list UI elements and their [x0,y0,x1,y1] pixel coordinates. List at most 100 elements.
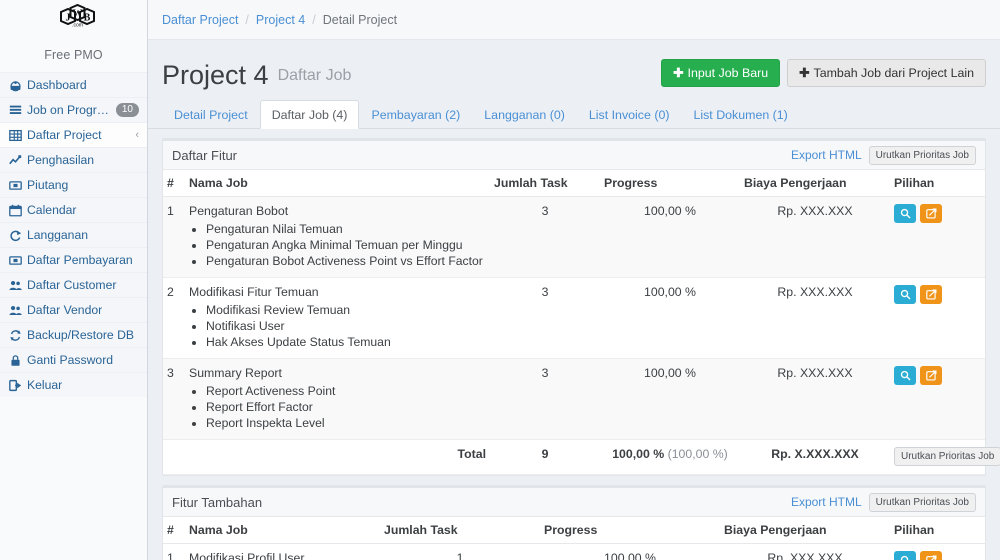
subtask-list: Modifikasi Review TemuanNotifikasi UserH… [189,302,486,350]
view-icon[interactable] [894,366,916,385]
row-job-cell: Modifikasi Fitur Temuan Modifikasi Review… [185,277,490,359]
subtask-item: Notifikasi User [206,318,486,334]
column-header-2: Jumlah Task [380,517,540,544]
sidebar-item-label: Daftar Vendor [27,303,103,317]
breadcrumb-item-2: Detail Project [322,12,398,27]
column-header-1: Nama Job [185,517,380,544]
row-job-name: Summary Report [189,366,282,380]
sidebar-item-label: Daftar Pembayaran [27,253,133,267]
panel-container: Daftar Fitur Export HTML Urutkan Prioritas… [148,138,1000,560]
sidebar-item-keluar[interactable]: Keluar [0,372,147,397]
sidebar-item-label: Daftar Customer [27,278,117,292]
lock-icon [8,354,23,367]
chart-line-icon [8,154,23,167]
panel-header: Fitur Tambahan Export HTML Urutkan Priorit… [163,488,985,517]
edit-icon[interactable] [920,204,942,223]
export-html-link[interactable]: Export HTML [790,495,862,509]
sidebar-item-backup-restore-db[interactable]: Backup/Restore DB [0,322,147,347]
subtask-item: Report Activeness Point [206,383,486,399]
sidebar-item-daftar-project[interactable]: Daftar Project ‹ [0,122,147,147]
panel-tools: Export HTML Urutkan Prioritas Job [790,145,976,165]
sidebar-item-daftar-vendor[interactable]: Daftar Vendor [0,297,147,322]
row-progress: 100,00 % [600,358,740,440]
edit-icon[interactable] [920,366,942,385]
view-icon[interactable] [894,551,916,560]
tab-detail-project[interactable]: Detail Project [174,108,248,122]
total-progress-paren: (100,00 %) [667,447,728,461]
row-job-cell: Pengaturan BobotPengaturan Nilai TemuanP… [185,196,490,278]
table-body: 1 Pengaturan Bobot Pengaturan Nilai Temuan… [163,196,1000,475]
row-pilihan-cell [890,358,985,440]
sidebar-item-label: Dashboard [27,78,87,92]
breadcrumb-separator: / [245,12,249,27]
header-row: # Nama Job Jumlah Task Progress Biaya Penger… [163,517,985,544]
edit-icon[interactable] [920,285,942,304]
input-job-baru-label: Input Job Baru [687,66,769,80]
sidebar-item-label: Daftar Project [27,128,102,142]
signout-icon [8,379,23,392]
breadcrumb-item-0[interactable]: Daftar Project [162,12,239,27]
svg-text:W: W [72,9,82,20]
jobs-table: # Nama Job Jumlah Task Progress Biaya Penger… [163,170,1000,475]
input-job-baru-button[interactable]: ✚ Input Job Baru [661,59,781,87]
tambah-job-dari-project-lain-button[interactable]: ✚ Tambah Job dari Project Lain [787,59,986,87]
sidebar-item-daftar-customer[interactable]: Daftar Customer [0,272,147,297]
breadcrumb-item-1[interactable]: Project 4 [255,12,306,27]
sidebar-item-ganti-password[interactable]: Ganti Password [0,347,147,372]
sidebar-item-daftar-pembayaran[interactable]: Daftar Pembayaran [0,247,147,272]
row-pilihan-cell [890,543,985,560]
panel-daftar-fitur: Daftar Fitur Export HTML Urutkan Prioritas… [162,138,1000,476]
subtask-item: Pengaturan Nilai Temuan [206,221,486,237]
urutkan-prioritas-job-button[interactable]: Urutkan Prioritas Job [868,492,976,512]
table-row: 1 Pengaturan Bobot Pengaturan Nilai Temuan… [163,196,985,278]
sidebar-item-label: Penghasilan [27,153,95,167]
page-header: Project 4 Daftar Job ✚ Input Job Baru ✚ Ta… [148,40,1000,90]
table-row: 2 Modifikasi Fitur Temuan Modifikasi Revie… [163,277,985,359]
row-job-name: Modifikasi Fitur Temuan [189,285,319,299]
page-subtitle: Daftar Job [277,67,352,84]
tab-bar: Detail Project Daftar Job (4) Pembayaran (… [148,100,1000,129]
svg-text:J: J [65,13,70,24]
column-header-5: Pilihan [890,170,985,197]
sidebar-item-dashboard[interactable]: Dashboard [0,72,147,97]
edit-icon[interactable] [920,551,942,560]
view-icon[interactable] [894,285,916,304]
sidebar-item-calendar[interactable]: Calendar [0,197,147,222]
column-header-3: Progress [540,517,720,544]
sidebar-item-penghasilan[interactable]: Penghasilan [0,147,147,172]
tab-list-dokumen-1[interactable]: List Dokumen (1) [693,108,788,122]
header-actions: ✚ Input Job Baru ✚ Tambah Job dari Project… [661,59,986,90]
row-task-count: 3 [490,277,600,359]
tab-pembayaran-2[interactable]: Pembayaran (2) [371,108,461,122]
panel-fitur-tambahan: Fitur Tambahan Export HTML Urutkan Priorit… [162,485,986,560]
export-html-link[interactable]: Export HTML [790,148,862,162]
sidebar-item-langganan[interactable]: Langganan [0,222,147,247]
sidebar-item-job-on-progress[interactable]: Job on Progress 10 [0,97,147,122]
urutkan-prioritas-job-button[interactable]: Urutkan Prioritas Job [894,447,1000,466]
sidebar-item-label: Calendar [27,203,77,217]
row-actions [894,551,981,560]
column-header-3: Progress [600,170,740,197]
total-row: Total 9 100,00 % (100,00 %) Rp. X.XXX.XXX Ur… [163,439,1000,475]
column-header-5: Pilihan [890,517,985,544]
sidebar-item-label: Backup/Restore DB [27,328,135,342]
jwb-logo-icon: J W B .com [59,4,95,29]
brand-name: Free PMO [44,48,103,62]
row-number: 1 [163,543,185,560]
total-cost: Rp. X.XXX.XXX [740,439,890,475]
urutkan-prioritas-job-button[interactable]: Urutkan Prioritas Job [868,145,976,165]
row-job-cell: Modifikasi Profil UserTab F/U Temuan [185,543,380,560]
sidebar: J W B .com Free PMO Dashboard Job on Prog… [0,0,148,560]
sidebar-item-label: Piutang [27,178,69,192]
tab-list-invoice-0[interactable]: List Invoice (0) [588,108,670,122]
view-icon[interactable] [894,204,916,223]
row-cost: Rp. XXX.XXX [740,358,890,440]
row-cost: Rp. XXX.XXX [720,543,890,560]
tab-langganan-0[interactable]: Langganan (0) [484,108,565,122]
row-task-count: 3 [490,196,600,278]
sidebar-item-piutang[interactable]: Piutang [0,172,147,197]
svg-text:.com: .com [72,23,83,29]
tab-daftar-job-4[interactable]: Daftar Job (4) [259,100,360,129]
